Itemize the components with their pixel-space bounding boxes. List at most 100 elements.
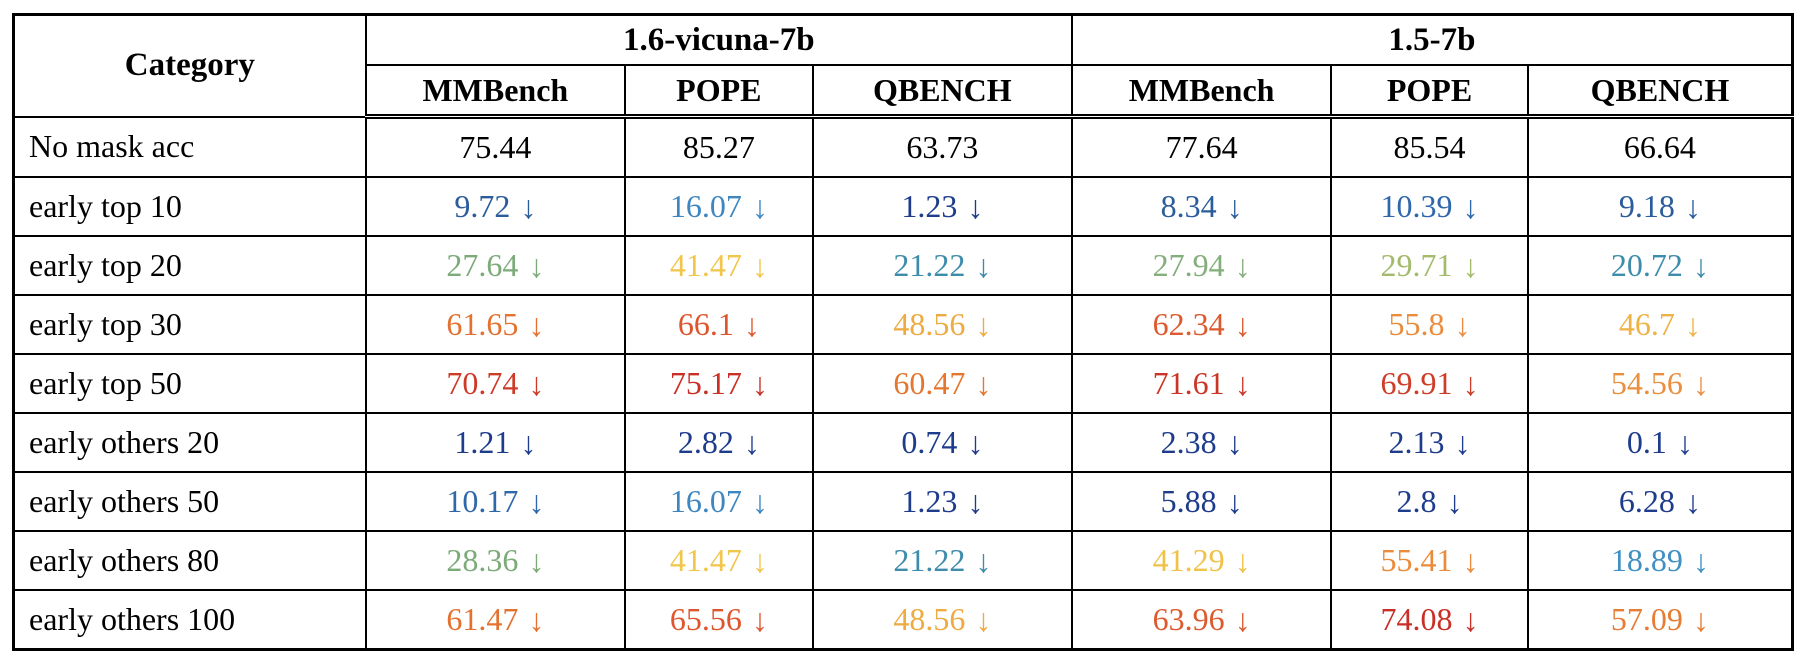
metric-cell: 55.41 ↓	[1330, 530, 1529, 591]
metric-value: 75.17	[669, 365, 742, 401]
metric-value: 5.88	[1160, 483, 1217, 519]
down-arrow-icon: ↓	[1446, 484, 1463, 520]
metric-value: 9.18	[1618, 188, 1675, 224]
metric-value: 63.73	[906, 129, 979, 165]
metric-cell: 61.65 ↓	[364, 294, 626, 355]
metric-value: 55.41	[1380, 542, 1453, 578]
down-arrow-icon: ↓	[1692, 602, 1709, 638]
metric-cell: 5.88 ↓	[1070, 471, 1333, 532]
metric-cell: 85.27	[623, 115, 814, 178]
metric-cell: 41.47 ↓	[623, 235, 814, 296]
down-arrow-icon: ↓	[1234, 248, 1251, 284]
down-arrow-icon: ↓	[975, 366, 992, 402]
metric-cell: 74.08 ↓	[1330, 589, 1529, 651]
metric-cell: 29.71 ↓	[1330, 235, 1529, 296]
down-arrow-icon: ↓	[520, 189, 537, 225]
metric-value: 1.21	[454, 424, 511, 460]
metric-cell: 21.22 ↓	[811, 235, 1073, 296]
table-row: early others 50 10.17 ↓ 16.07 ↓ 1.23 ↓ 5.88 ↓ 2.8…	[12, 471, 1794, 532]
metric-value: 16.07	[669, 188, 742, 224]
down-arrow-icon: ↓	[975, 248, 992, 284]
benchmark-header-row: MMBench POPE QBENCH MMBench POPE QBENCH	[14, 64, 1794, 119]
metric-value: 60.47	[893, 365, 966, 401]
down-arrow-icon: ↓	[751, 248, 768, 284]
metric-cell: 55.8 ↓	[1330, 294, 1529, 355]
table-row: early top 20 27.64 ↓ 41.47 ↓ 21.22 ↓ 27.94 ↓ 29.7…	[12, 235, 1794, 296]
down-arrow-icon: ↓	[528, 366, 545, 402]
metric-value: 66.1	[677, 306, 734, 342]
metric-value: 2.82	[677, 424, 734, 460]
row-label: early others 50	[12, 471, 367, 532]
metric-value: 62.34	[1152, 306, 1225, 342]
category-header: Category	[12, 13, 367, 118]
row-label: No mask acc	[12, 115, 367, 178]
metric-value: 27.64	[446, 247, 519, 283]
down-arrow-icon: ↓	[1462, 602, 1479, 638]
column-header-pope-2: POPE	[1330, 64, 1529, 119]
metric-cell: 28.36 ↓	[364, 530, 626, 591]
down-arrow-icon: ↓	[1226, 425, 1243, 461]
metric-cell: 66.1 ↓	[623, 294, 814, 355]
down-arrow-icon: ↓	[1684, 189, 1701, 225]
metric-cell: 70.74 ↓	[364, 353, 626, 414]
metric-value: 63.96	[1152, 601, 1225, 637]
down-arrow-icon: ↓	[528, 602, 545, 638]
metric-value: 71.61	[1152, 365, 1225, 401]
down-arrow-icon: ↓	[528, 307, 545, 343]
metric-value: 16.07	[669, 483, 742, 519]
down-arrow-icon: ↓	[1234, 602, 1251, 638]
group-header-row: Category 1.6-vicuna-7b 1.5-7b	[12, 13, 1794, 118]
metric-cell: 41.47 ↓	[623, 530, 814, 591]
metric-cell: 8.34 ↓	[1070, 176, 1333, 237]
down-arrow-icon: ↓	[751, 543, 768, 579]
down-arrow-icon: ↓	[751, 189, 768, 225]
down-arrow-icon: ↓	[975, 602, 992, 638]
metric-value: 61.47	[446, 601, 519, 637]
metric-cell: 48.56 ↓	[811, 294, 1073, 355]
metric-cell: 71.61 ↓	[1070, 353, 1333, 414]
table-row: early top 30 61.65 ↓ 66.1 ↓ 48.56 ↓ 62.34 ↓ 55.8 ↓…	[12, 294, 1794, 355]
down-arrow-icon: ↓	[1454, 307, 1471, 343]
down-arrow-icon: ↓	[1226, 484, 1243, 520]
metric-cell: 10.39 ↓	[1330, 176, 1529, 237]
row-label: early top 50	[12, 353, 367, 414]
metric-cell: 46.7 ↓	[1526, 294, 1794, 355]
metric-value: 21.22	[893, 247, 966, 283]
metric-cell: 54.56 ↓	[1526, 353, 1794, 414]
metric-value: 1.23	[901, 483, 958, 519]
down-arrow-icon: ↓	[1462, 248, 1479, 284]
metric-cell: 18.89 ↓	[1526, 530, 1794, 591]
down-arrow-icon: ↓	[528, 484, 545, 520]
down-arrow-icon: ↓	[751, 602, 768, 638]
metric-cell: 1.21 ↓	[364, 412, 626, 473]
down-arrow-icon: ↓	[1692, 543, 1709, 579]
metric-value: 10.17	[446, 483, 519, 519]
table-body: No mask acc 75.44 85.27 63.73 77.64 85.54 66.6…	[12, 115, 1794, 651]
metric-cell: 60.47 ↓	[811, 353, 1073, 414]
down-arrow-icon: ↓	[1692, 366, 1709, 402]
down-arrow-icon: ↓	[520, 425, 537, 461]
down-arrow-icon: ↓	[1692, 248, 1709, 284]
metric-cell: 41.29 ↓	[1070, 530, 1333, 591]
metric-cell: 2.82 ↓	[623, 412, 814, 473]
metric-cell: 27.64 ↓	[364, 235, 626, 296]
metric-cell: 20.72 ↓	[1526, 235, 1794, 296]
down-arrow-icon: ↓	[1234, 307, 1251, 343]
group-header-16-vicuna-7b: 1.6-vicuna-7b	[364, 13, 1073, 66]
row-label: early others 80	[12, 530, 367, 591]
column-header-mmbench-2: MMBench	[1070, 64, 1333, 119]
metric-value: 18.89	[1610, 542, 1683, 578]
row-label: early others 20	[12, 412, 367, 473]
metric-cell: 9.18 ↓	[1526, 176, 1794, 237]
metric-value: 75.44	[459, 129, 532, 165]
metric-cell: 65.56 ↓	[623, 589, 814, 651]
metric-value: 0.1	[1626, 424, 1667, 460]
down-arrow-icon: ↓	[967, 189, 984, 225]
down-arrow-icon: ↓	[1684, 484, 1701, 520]
metric-cell: 63.73	[811, 115, 1073, 178]
column-header-qbench-1: QBENCH	[811, 64, 1073, 119]
metric-cell: 63.96 ↓	[1070, 589, 1333, 651]
metric-cell: 57.09 ↓	[1526, 589, 1794, 651]
metric-value: 65.56	[669, 601, 742, 637]
